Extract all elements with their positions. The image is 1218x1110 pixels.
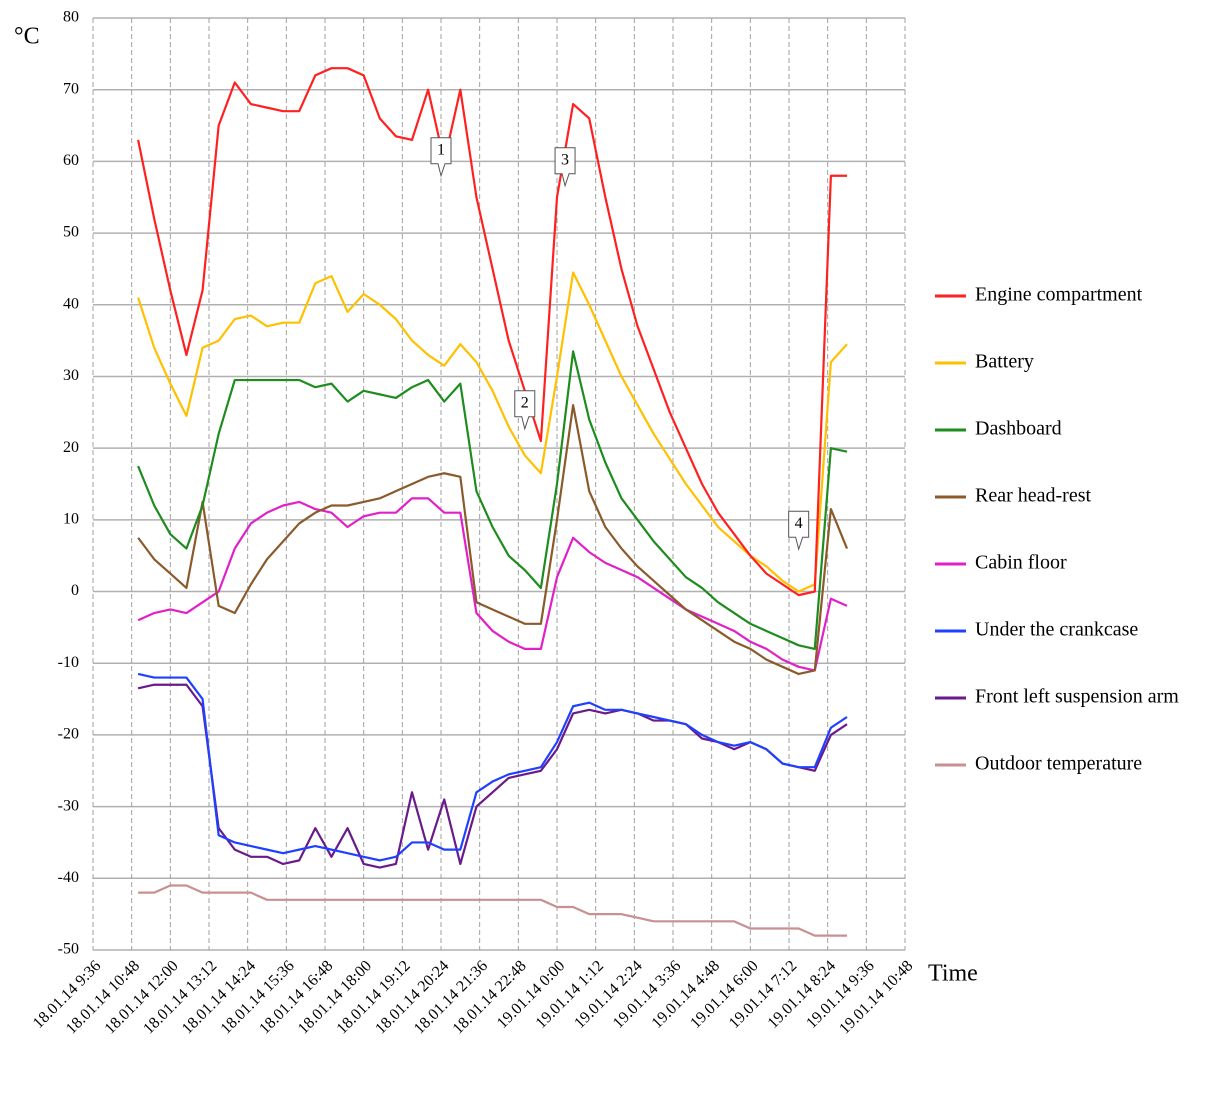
annotation-callout	[554, 147, 576, 188]
annotation-label: 1	[437, 141, 445, 158]
y-tick-label: 10	[63, 511, 79, 528]
annotation-label: 2	[521, 394, 529, 411]
y-tick-label: 40	[63, 295, 79, 312]
y-tick-label: -20	[58, 726, 79, 743]
legend-label: Rear head-rest	[975, 485, 1091, 507]
y-tick-label: 30	[63, 367, 79, 384]
annotation-label: 3	[561, 151, 569, 168]
y-tick-label: -30	[58, 797, 79, 814]
series-line	[137, 672, 848, 862]
x-axis-label: Time	[928, 961, 978, 987]
annotation-callout	[430, 137, 452, 178]
legend-label: Engine compartment	[975, 284, 1143, 306]
series-line	[138, 884, 847, 937]
y-tick-label: 80	[63, 9, 79, 26]
legend-label: Battery	[975, 351, 1034, 373]
annotation-label: 4	[795, 515, 803, 532]
y-tick-label: 20	[63, 439, 79, 456]
y-tick-label: -40	[58, 869, 79, 886]
legend-label: Under the crankcase	[975, 619, 1138, 641]
legend-label: Outdoor temperature	[975, 753, 1142, 775]
y-tick-label: 50	[63, 224, 79, 241]
series-line	[137, 67, 847, 597]
legend-label: Dashboard	[975, 418, 1062, 440]
series-line	[137, 271, 848, 593]
y-axis-label: °C	[14, 24, 40, 50]
annotation-callout	[788, 510, 810, 552]
y-tick-label: 60	[63, 152, 79, 169]
legend-label: Cabin floor	[975, 552, 1067, 574]
series-line	[137, 683, 848, 869]
series-line	[137, 350, 848, 650]
series-line	[137, 404, 849, 676]
y-tick-label: -10	[58, 654, 79, 671]
y-tick-label: -50	[58, 941, 79, 958]
legend-label: Front left suspension arm	[975, 686, 1179, 708]
annotation-callout	[514, 390, 536, 431]
series-line	[137, 497, 848, 672]
y-tick-label: 0	[71, 582, 79, 599]
y-tick-label: 70	[63, 80, 79, 97]
